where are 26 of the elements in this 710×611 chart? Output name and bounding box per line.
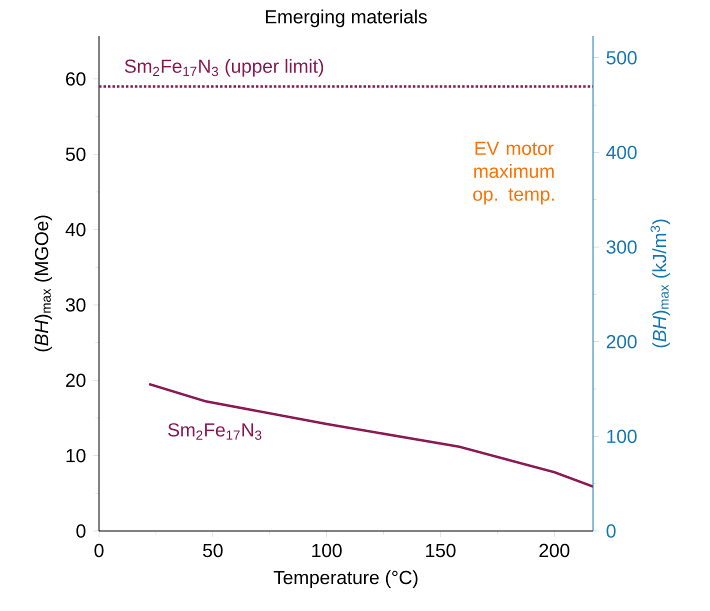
y2-tick-label: 500 xyxy=(606,51,637,64)
x-tick-label: 50 xyxy=(203,544,223,558)
x-axis-title: Temperature (°C) xyxy=(274,570,418,588)
y-tick-label: 20 xyxy=(66,374,86,387)
y2-axis-title: (BH)$_{max}$ (kJ/m$^{3}$) xyxy=(650,220,670,348)
y2-tick-label: 200 xyxy=(606,334,637,348)
x-tick-label: 100 xyxy=(312,544,342,558)
y2-tick-label: 100 xyxy=(607,430,637,444)
series-label: Sm$_{2}$Fe$_{17}$N$_{3}$ xyxy=(168,423,262,440)
y-axis-title: (BH)$_{max}$ (MGOe) xyxy=(34,216,52,352)
annotation: EV motor maximum op. temp. xyxy=(473,142,554,205)
y-tick-label: 10 xyxy=(66,448,86,462)
y2-tick-label: 400 xyxy=(606,146,637,160)
y-tick-label: 50 xyxy=(66,148,86,161)
x-tick-label: 0 xyxy=(94,544,104,558)
x-tick-label: 200 xyxy=(539,544,570,558)
line-series xyxy=(148,382,594,488)
chart-title: Emerging materials xyxy=(266,10,427,28)
y2-tick-label: 300 xyxy=(606,240,637,254)
x-tick-label: 150 xyxy=(426,544,456,558)
y-tick-label: 30 xyxy=(66,298,86,312)
ref-line-label: Sm$_{2}$Fe$_{17}$N$_{3}$ (upper limit) xyxy=(124,58,324,77)
y-tick-label: 0 xyxy=(76,524,86,538)
y-tick-label: 40 xyxy=(66,222,86,236)
y-tick-label: 60 xyxy=(66,72,86,86)
y2-tick-label: 0 xyxy=(606,524,616,538)
